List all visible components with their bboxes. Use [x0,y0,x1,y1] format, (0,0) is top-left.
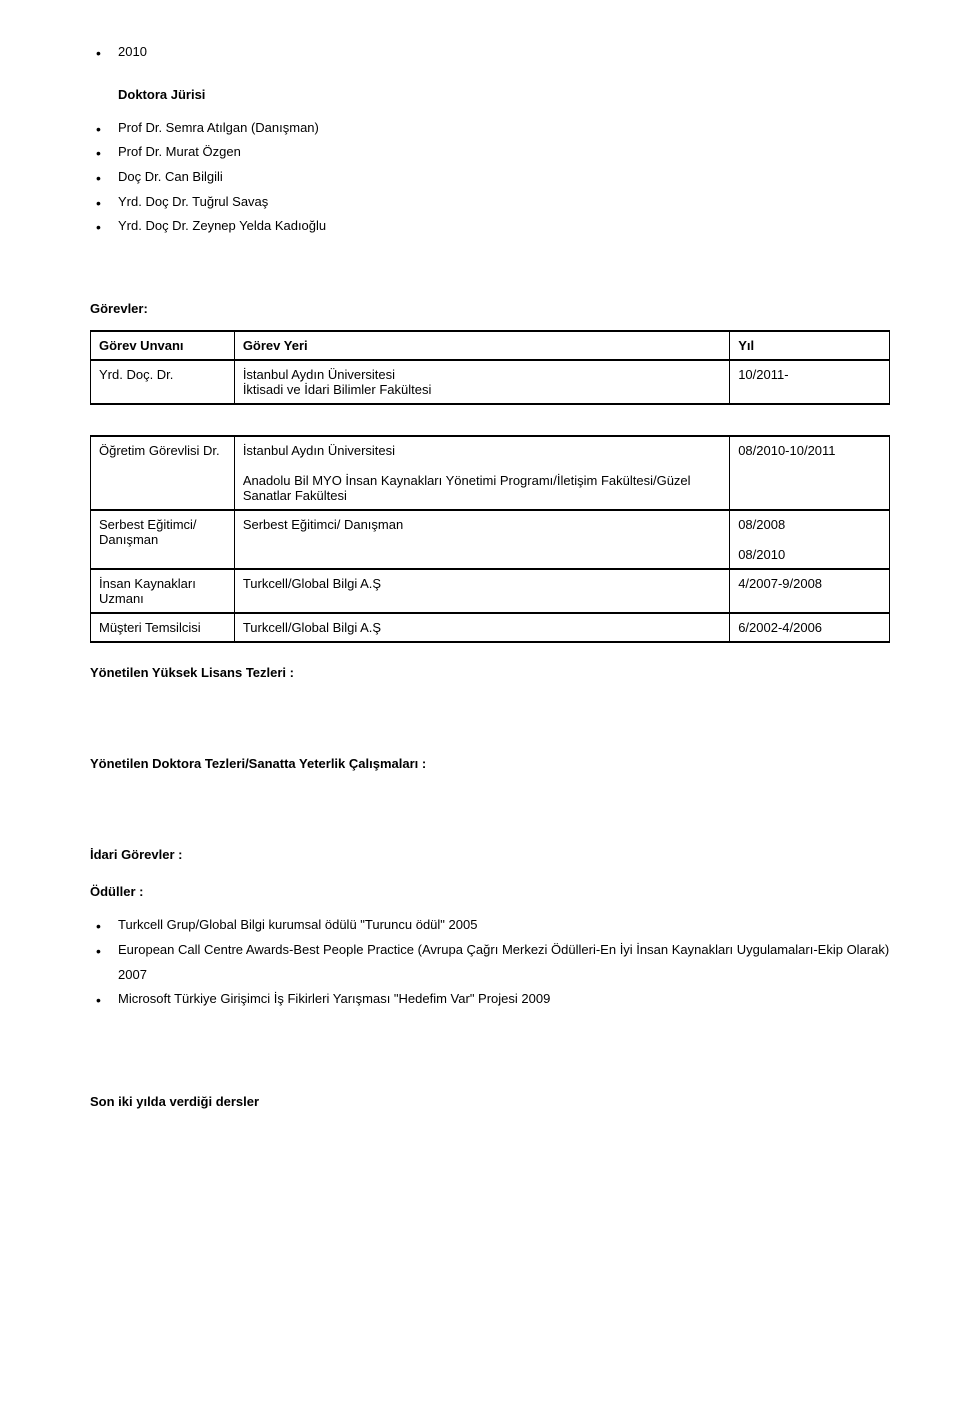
cell-role: İnsan Kaynakları Uzmanı [91,569,235,613]
gorevler-table-1: Görev Unvanı Görev Yeri Yıl Yrd. Doç. Dr… [90,330,890,405]
table-row: İnsan Kaynakları Uzmanı Turkcell/Global … [91,569,890,613]
oduller-list: Turkcell Grup/Global Bilgi kurumsal ödül… [90,913,890,1012]
list-item: Turkcell Grup/Global Bilgi kurumsal ödül… [90,913,890,938]
col-header-year: Yıl [730,331,890,360]
cell-role: Müşteri Temsilcisi [91,613,235,642]
cell-role: Yrd. Doç. Dr. [91,360,235,404]
col-header-place: Görev Yeri [234,331,729,360]
yonetilen-dr-heading: Yönetilen Doktora Tezleri/Sanatta Yeterl… [90,756,890,771]
list-item: European Call Centre Awards-Best People … [90,938,890,987]
gorevler-table-2: Öğretim Görevlisi Dr. İstanbul Aydın Üni… [90,435,890,643]
list-item: Prof Dr. Murat Özgen [90,140,890,165]
cell-place: Serbest Eğitimci/ Danışman [234,510,729,569]
yonetilen-yl-heading: Yönetilen Yüksek Lisans Tezleri : [90,665,890,680]
table-row: Müşteri Temsilcisi Turkcell/Global Bilgi… [91,613,890,642]
cell-year: 08/2010-10/2011 [730,436,890,510]
cell-place: İstanbul Aydın Üniversitesi İktisadi ve … [234,360,729,404]
list-item: Prof Dr. Semra Atılgan (Danışman) [90,116,890,141]
cell-place: İstanbul Aydın Üniversitesi Anadolu Bil … [234,436,729,510]
jury-list: Prof Dr. Semra Atılgan (Danışman) Prof D… [90,116,890,239]
cell-place: Turkcell/Global Bilgi A.Ş [234,569,729,613]
gorevler-heading: Görevler: [90,301,890,316]
col-header-role: Görev Unvanı [91,331,235,360]
cell-year: 08/2008 08/2010 [730,510,890,569]
jury-heading: Doktora Jürisi [90,87,890,102]
document-page: 2010 Doktora Jürisi Prof Dr. Semra Atılg… [0,0,960,1163]
table-row: Serbest Eğitimci/ Danışman Serbest Eğiti… [91,510,890,569]
cell-role: Öğretim Görevlisi Dr. [91,436,235,510]
idari-gorevler-heading: İdari Görevler : [90,847,890,862]
oduller-heading: Ödüller : [90,884,890,899]
table-row: Öğretim Görevlisi Dr. İstanbul Aydın Üni… [91,436,890,510]
cell-place: Turkcell/Global Bilgi A.Ş [234,613,729,642]
table-row: Yrd. Doç. Dr. İstanbul Aydın Üniversites… [91,360,890,404]
list-item: Yrd. Doç Dr. Tuğrul Savaş [90,190,890,215]
list-item: 2010 [90,40,890,65]
son-iki-yilda-heading: Son iki yılda verdiği dersler [90,1094,890,1109]
cell-role: Serbest Eğitimci/ Danışman [91,510,235,569]
table-header-row: Görev Unvanı Görev Yeri Yıl [91,331,890,360]
list-item: Doç Dr. Can Bilgili [90,165,890,190]
top-bullet-list: 2010 [90,40,890,65]
list-item: Microsoft Türkiye Girişimci İş Fikirleri… [90,987,890,1012]
cell-year: 6/2002-4/2006 [730,613,890,642]
cell-year: 4/2007-9/2008 [730,569,890,613]
list-item: Yrd. Doç Dr. Zeynep Yelda Kadıoğlu [90,214,890,239]
cell-year: 10/2011- [730,360,890,404]
